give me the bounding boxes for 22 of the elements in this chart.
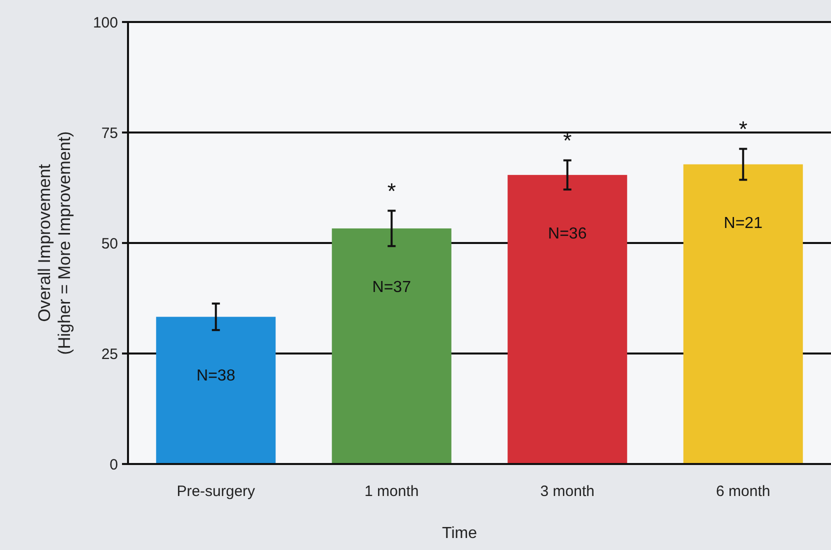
y-tick-label: 100 [92,14,118,32]
bar [508,174,628,464]
annotation: * [738,116,748,142]
bar [332,228,452,464]
annotation: N=37 [372,279,412,296]
x-tick-label: 1 month [364,483,419,500]
annotation: N=38 [196,367,236,384]
bar [156,316,276,464]
annotation: * [563,128,572,154]
annotation: * [387,178,396,204]
x-tick-label: 3 month [540,483,594,500]
x-tick-label: 6 month [716,483,770,500]
bar [683,164,803,464]
y-tick-label: 0 [110,456,118,474]
annotation: N=36 [548,226,587,243]
y-tick-label: 50 [101,235,118,252]
y-tick-label: 75 [101,124,118,142]
annotation: N=21 [724,214,763,232]
y-axis-title: Overall Improvement (Higher = More Improvement) [35,131,74,355]
x-tick-label: Pre-surgery [176,483,256,500]
x-axis-title: Time [442,525,478,542]
y-tick-label: 25 [101,346,118,363]
